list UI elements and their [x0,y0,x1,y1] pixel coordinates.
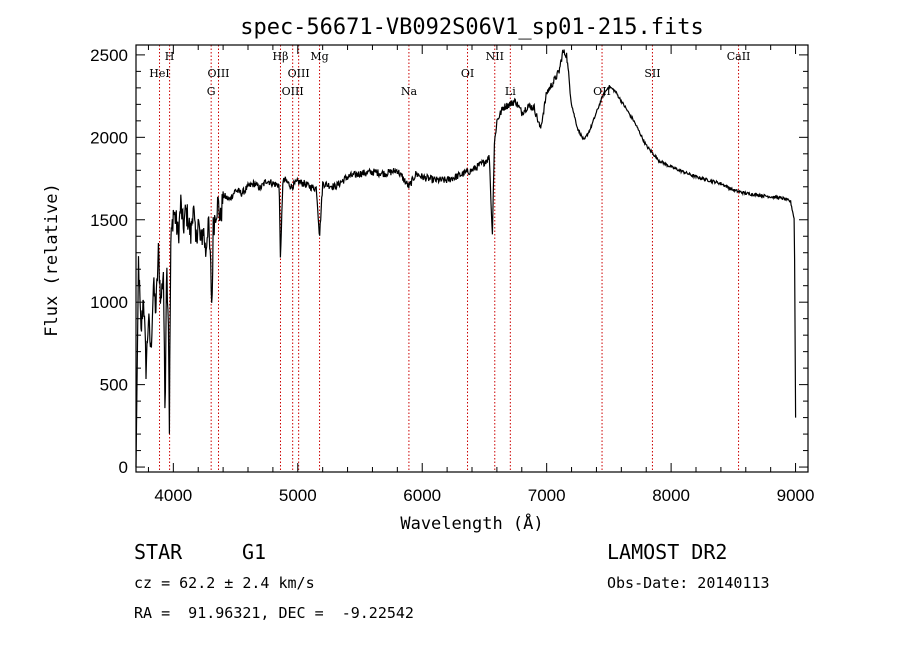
coordinates: RA = 91.96321, DEC = -9.22542 [134,604,414,622]
marker-label: HeI [149,67,169,80]
observation-date: Obs-Date: 20140113 [607,574,770,592]
marker-label: OIII [282,85,304,98]
x-tick-label: 9000 [777,486,815,505]
marker-label: OIII [288,67,310,80]
object-subclass: G1 [242,540,267,564]
marker-label: OI [461,67,474,80]
marker-label: Na [401,85,418,98]
x-tick-label: 4000 [154,486,192,505]
y-axis-label: Flux (relative) [42,183,62,337]
marker-label: Hβ [273,50,289,63]
spectral-line-markers [159,45,740,472]
y-tick-label: 1500 [90,211,128,230]
survey-name: LAMOST DR2 [607,540,728,564]
x-tick-label: 6000 [403,486,441,505]
spectrum-line [135,49,797,468]
chart-title: spec-56671-VB092S06V1_sp01-215.fits [240,15,704,40]
plot-frame [135,44,809,473]
y-tick-label: 500 [100,376,128,395]
object-class: STAR [134,540,183,564]
redshift-cz: cz = 62.2 ± 2.4 km/s [134,574,315,592]
x-axis-ticks: 4000 5000 6000 7000 8000 9000 [147,45,815,505]
x-tick-label: 8000 [652,486,690,505]
y-tick-label: 0 [119,458,128,477]
x-tick-label: 7000 [528,486,566,505]
marker-label: CaII [727,50,751,63]
marker-label: NII [486,50,504,63]
x-axis-label: Wavelength (Å) [400,512,543,534]
marker-label: Mg [310,50,328,63]
marker-label: G [207,85,216,98]
y-tick-label: 1000 [90,293,128,312]
y-tick-label: 2000 [90,128,128,147]
marker-label: Li [505,85,516,98]
marker-label: H [165,50,175,63]
x-tick-label: 5000 [279,486,317,505]
y-axis-ticks: 0 500 1000 1500 2000 2500 [90,46,808,477]
y-tick-label: 2500 [90,46,128,65]
marker-label: OII [593,85,611,98]
marker-label: SII [644,67,660,80]
marker-label: OIII [207,67,229,80]
